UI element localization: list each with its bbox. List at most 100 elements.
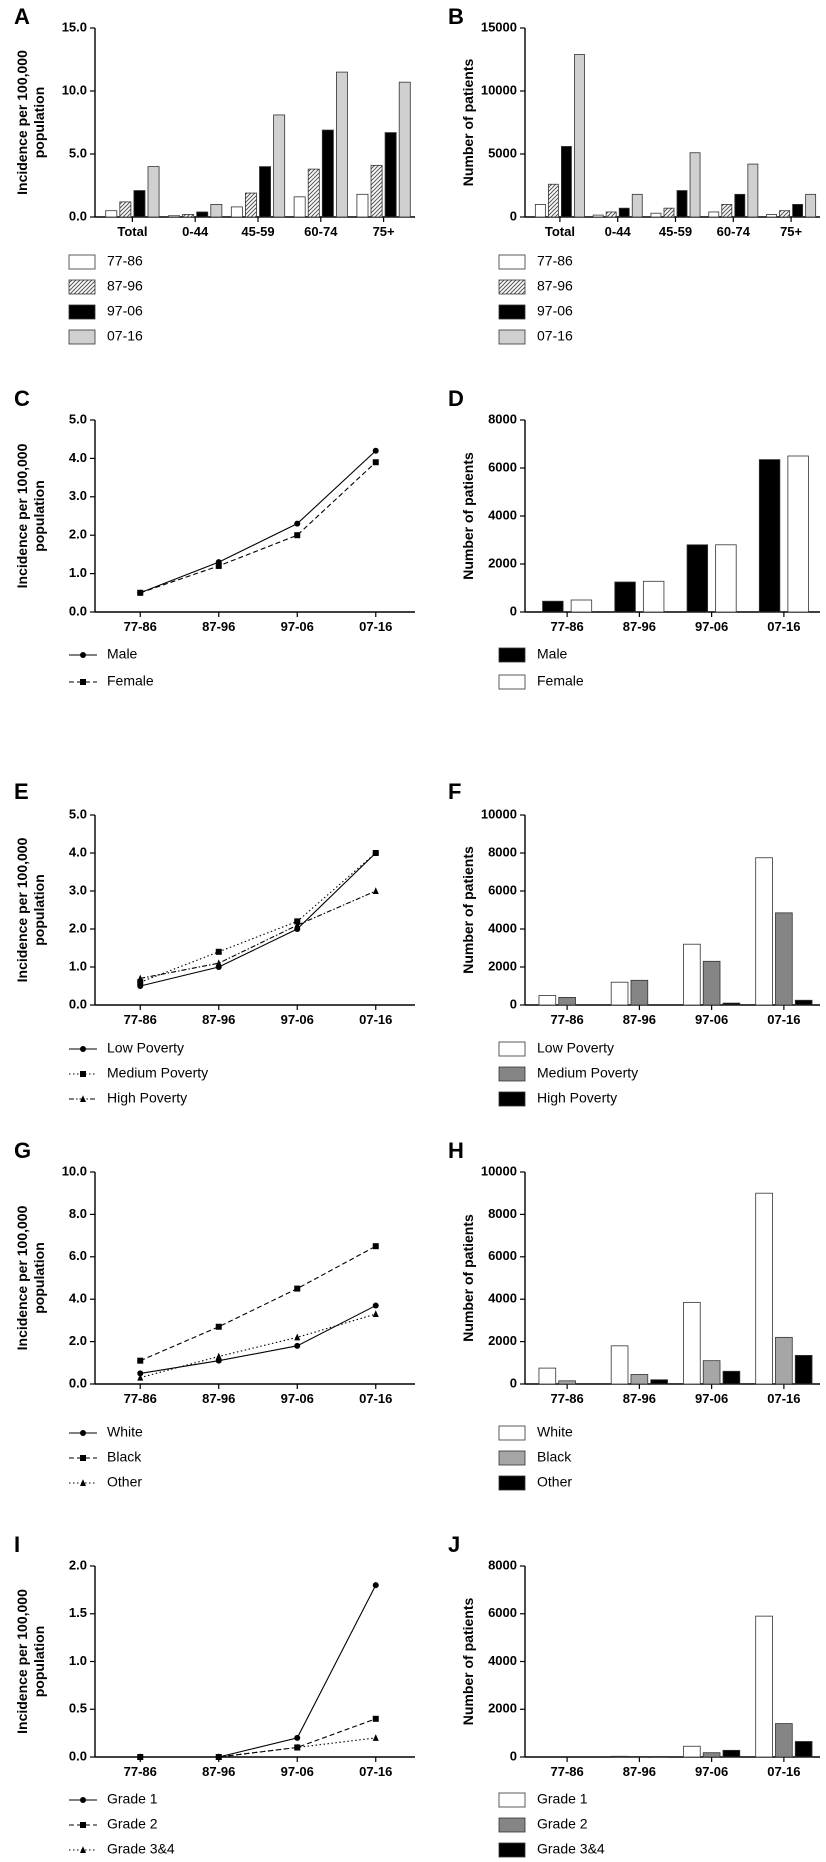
bar [683,943,701,1006]
x-tick-label: 45-59 [659,224,692,239]
legend-label: Grade 1 [537,1791,588,1807]
legend-label: Medium Poverty [537,1065,638,1081]
legend-swatch [498,1475,526,1491]
data-point [372,1310,379,1318]
y-tick-label: 8.0 [69,1206,87,1221]
bar [245,192,257,218]
x-tick-label: 77-86 [551,1012,584,1027]
bar [722,1002,741,1006]
panel-label: C [14,386,30,411]
data-point [372,1582,379,1589]
legend-label: Other [107,1474,142,1490]
y-tick-label: 15000 [481,19,517,34]
x-tick-label: 97-06 [281,1391,314,1406]
legend-swatch [68,329,96,345]
legend-label: 87-96 [107,278,143,294]
y-tick-label: 4.0 [69,450,87,465]
series-line [140,1737,376,1758]
bar [230,206,243,218]
y-tick-label: 10.0 [62,82,87,97]
y-tick-label: 4.0 [69,844,87,859]
y-axis-label: Number of patients [460,1214,476,1342]
bar [210,203,223,218]
bar [755,857,773,1006]
x-tick-label: 97-06 [695,1012,728,1027]
bar [805,193,817,218]
bar [702,960,721,1006]
y-axis-label: Incidence per 100,000population [14,1589,47,1734]
x-tick-label: 77-86 [124,1391,157,1406]
bar [722,1749,741,1758]
y-tick-label: 0.0 [69,996,87,1011]
y-axis-label: Incidence per 100,000population [14,837,47,982]
bar [133,190,146,218]
x-tick-label: 07-16 [359,619,392,634]
y-tick-label: 4000 [488,920,517,935]
bar [663,207,675,218]
legend-label: 07-16 [537,328,573,344]
chart-panel-b: B Number of patients 0 5000 10000 15000 Total 0… [448,4,820,345]
data-point [372,447,379,454]
data-point [215,1323,222,1330]
y-tick-label: 4000 [488,1291,517,1306]
x-tick-label: 07-16 [767,619,800,634]
legend-swatch [68,279,96,295]
legend-swatch [498,1041,526,1057]
panel-label: E [14,779,29,804]
legend-marker [80,1430,86,1436]
x-tick-label: 87-96 [202,1391,235,1406]
y-tick-label: 0.0 [69,208,87,223]
x-tick-label: 97-06 [695,1764,728,1779]
bar [610,981,629,1006]
legend-label: Male [537,646,568,662]
bar [775,1723,793,1758]
legend-label: White [107,1424,143,1440]
bar [538,1367,557,1385]
x-tick-label: 87-96 [623,619,656,634]
legend-swatch [498,329,526,345]
x-tick-label: 77-86 [124,1764,157,1779]
x-tick-label: 07-16 [359,1012,392,1027]
bar [610,1755,629,1758]
data-point [137,979,144,986]
panel-label: D [448,386,464,411]
y-tick-label: 15.0 [62,19,87,34]
bar [168,215,181,218]
legend-label: High Poverty [537,1090,617,1106]
legend-swatch [498,1425,526,1441]
bar [618,207,630,218]
bar [787,455,809,613]
y-tick-label: 2.0 [69,920,87,935]
y-tick-label: 0.5 [69,1701,87,1716]
y-axis-label: Number of patients [460,846,476,974]
y-tick-label: 0 [510,603,517,618]
data-point [372,1715,379,1722]
legend-label: 77-86 [107,253,143,269]
legend-marker [80,1455,86,1461]
legend-swatch [498,1842,526,1858]
legend-label: Medium Poverty [107,1065,208,1081]
x-tick-label: 60-74 [717,224,751,239]
bar [570,599,593,613]
legend-label: White [537,1424,573,1440]
legend-swatch [498,1066,526,1082]
data-point [294,1734,301,1741]
x-tick-label: 77-86 [551,619,584,634]
x-tick-label: 97-06 [695,619,728,634]
data-point [294,520,301,527]
y-axis-label: Number of patients [460,1598,476,1726]
panel-label: B [448,4,464,29]
legend-swatch [498,1091,526,1107]
legend-marker [80,1479,86,1486]
bar [384,132,397,218]
data-point [372,1734,379,1741]
bar [775,912,793,1006]
y-tick-label: 3.0 [69,488,87,503]
x-tick-label: 87-96 [202,619,235,634]
bar [610,1345,629,1385]
legend-label: 07-16 [107,328,143,344]
y-tick-label: 2000 [488,1333,517,1348]
legend-label: Low Poverty [537,1040,614,1056]
bar [321,129,334,218]
bar [715,544,737,613]
